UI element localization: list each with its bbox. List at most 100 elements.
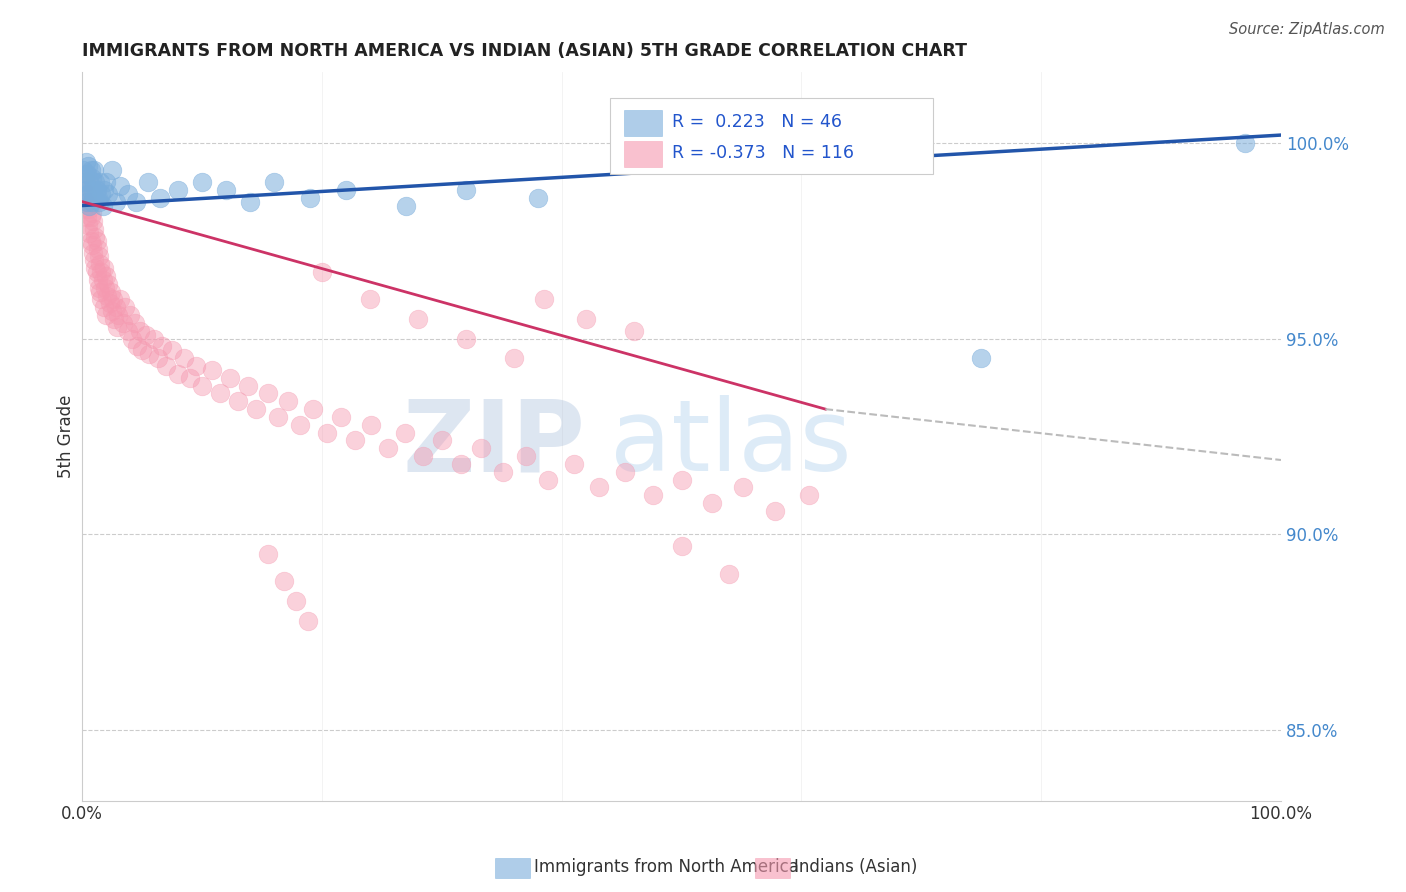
Point — [266, 409, 288, 424]
Point — [290, 417, 312, 432]
Point — [94, 308, 117, 322]
Point — [146, 351, 169, 366]
Point — [614, 465, 637, 479]
Point — [226, 394, 249, 409]
Point — [284, 594, 307, 608]
Point — [77, 218, 100, 232]
Point — [86, 273, 108, 287]
Point — [89, 285, 111, 299]
Point — [136, 175, 159, 189]
Point — [257, 386, 280, 401]
Point — [75, 202, 97, 217]
Text: R =  0.223   N = 46: R = 0.223 N = 46 — [672, 113, 842, 131]
Point — [87, 249, 110, 263]
Point — [97, 186, 120, 201]
Text: IMMIGRANTS FROM NORTH AMERICA VS INDIAN (ASIAN) 5TH GRADE CORRELATION CHART: IMMIGRANTS FROM NORTH AMERICA VS INDIAN … — [82, 42, 967, 60]
Point — [84, 230, 107, 244]
Point — [80, 194, 103, 209]
Point — [90, 293, 112, 307]
Point — [103, 312, 125, 326]
Point — [128, 324, 150, 338]
Point — [97, 277, 120, 291]
Point — [173, 351, 195, 366]
Point — [700, 496, 723, 510]
Point — [125, 194, 148, 209]
Point — [406, 312, 429, 326]
Point — [533, 293, 555, 307]
Point — [277, 394, 299, 409]
Point — [218, 371, 240, 385]
Point — [72, 183, 94, 197]
Point — [200, 363, 222, 377]
Point — [344, 434, 367, 448]
FancyBboxPatch shape — [624, 110, 662, 136]
Point — [83, 163, 105, 178]
Point — [79, 202, 101, 217]
Point — [89, 257, 111, 271]
Point — [91, 198, 114, 212]
Point — [502, 351, 524, 366]
Point — [83, 253, 105, 268]
Point — [73, 194, 96, 209]
Point — [110, 178, 132, 193]
Point — [94, 281, 117, 295]
Point — [191, 175, 214, 189]
Point — [94, 175, 117, 189]
Point — [76, 186, 98, 201]
Point — [91, 273, 114, 287]
Point — [72, 163, 94, 178]
Point — [359, 293, 381, 307]
Point — [76, 167, 98, 181]
Point — [90, 265, 112, 279]
Point — [73, 167, 96, 181]
Point — [718, 566, 741, 581]
FancyBboxPatch shape — [610, 98, 934, 174]
Text: Source: ZipAtlas.com: Source: ZipAtlas.com — [1229, 22, 1385, 37]
Point — [245, 402, 267, 417]
Point — [298, 191, 321, 205]
Point — [152, 339, 174, 353]
Point — [80, 171, 103, 186]
Point — [96, 288, 118, 302]
Point — [454, 332, 477, 346]
Point — [79, 234, 101, 248]
Point — [93, 183, 115, 197]
Point — [763, 504, 786, 518]
Point — [671, 473, 693, 487]
Point — [394, 425, 416, 440]
Point — [117, 186, 139, 201]
Point — [80, 206, 103, 220]
Point — [315, 425, 337, 440]
Point — [114, 301, 136, 315]
Point — [101, 304, 124, 318]
Point — [492, 465, 515, 479]
Point — [138, 347, 160, 361]
Text: atlas: atlas — [610, 395, 851, 492]
Point — [236, 378, 259, 392]
Point — [104, 194, 127, 209]
Point — [86, 242, 108, 256]
Point — [110, 293, 132, 307]
Point — [98, 296, 121, 310]
Point — [302, 402, 325, 417]
Point — [82, 214, 104, 228]
Point — [263, 175, 285, 189]
Point — [76, 211, 98, 225]
Point — [86, 234, 108, 248]
Text: ZIP: ZIP — [402, 395, 586, 492]
Point — [135, 327, 157, 342]
Point — [80, 237, 103, 252]
Point — [83, 222, 105, 236]
Point — [105, 319, 128, 334]
Point — [797, 488, 820, 502]
Point — [103, 293, 125, 307]
Point — [377, 442, 399, 456]
Point — [84, 175, 107, 189]
Point — [117, 324, 139, 338]
Point — [75, 183, 97, 197]
Point — [155, 359, 177, 373]
Point — [77, 186, 100, 201]
Point — [311, 265, 333, 279]
Point — [77, 160, 100, 174]
Point — [121, 332, 143, 346]
